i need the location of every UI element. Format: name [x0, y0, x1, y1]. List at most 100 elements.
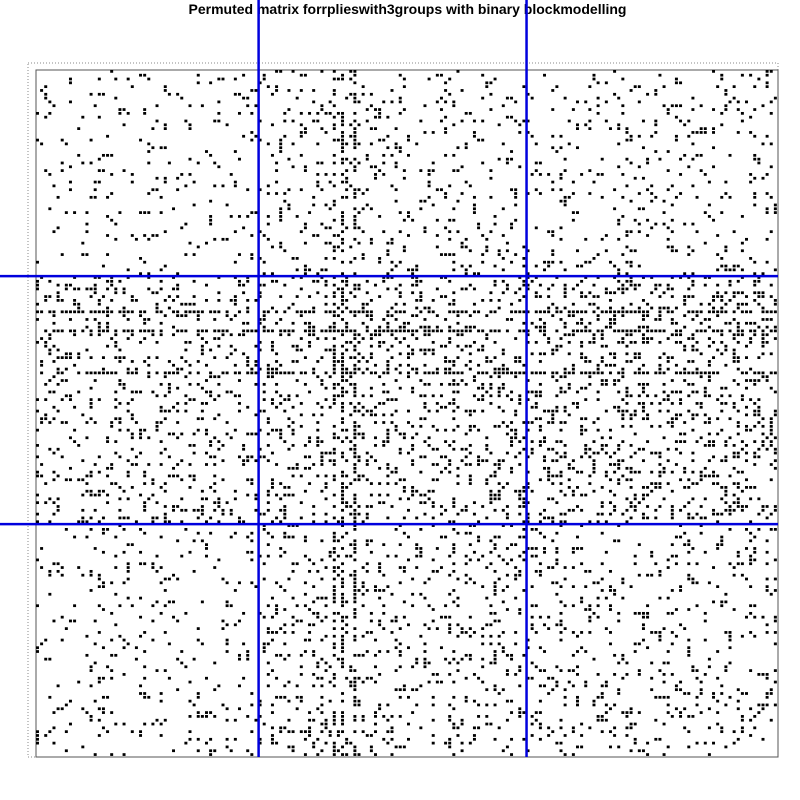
matrix-cell	[518, 497, 522, 501]
matrix-cell	[448, 77, 452, 81]
matrix-cell	[435, 463, 439, 466]
matrix-cell	[683, 486, 687, 489]
matrix-cell	[431, 569, 435, 573]
matrix-cell	[415, 547, 419, 550]
matrix-cell	[279, 432, 283, 436]
matrix-cell	[237, 402, 241, 405]
matrix-cell	[386, 554, 390, 558]
matrix-cell	[233, 295, 237, 298]
matrix-cell	[522, 550, 526, 554]
matrix-cell	[390, 421, 394, 424]
matrix-cell	[229, 173, 233, 176]
matrix-cell	[390, 276, 394, 279]
matrix-cell	[163, 589, 167, 592]
matrix-cell	[56, 447, 60, 451]
matrix-cell	[283, 550, 287, 554]
matrix-cell	[563, 295, 567, 298]
matrix-cell	[89, 398, 93, 401]
matrix-cell	[122, 169, 126, 172]
matrix-cell	[382, 329, 386, 333]
matrix-cell	[745, 486, 748, 489]
matrix-cell	[324, 512, 328, 516]
matrix-cell	[36, 470, 39, 474]
matrix-cell	[48, 695, 52, 699]
matrix-cell	[411, 386, 415, 390]
matrix-cell	[625, 360, 629, 363]
matrix-cell	[444, 192, 448, 195]
matrix-cell	[184, 360, 188, 363]
matrix-cell	[588, 108, 592, 111]
matrix-cell	[670, 318, 674, 321]
matrix-cell	[654, 89, 658, 92]
matrix-cell	[650, 573, 654, 577]
matrix-cell	[126, 409, 130, 413]
matrix-cell	[472, 207, 476, 211]
matrix-cell	[563, 493, 567, 497]
matrix-cell	[736, 131, 740, 134]
matrix-cell	[68, 466, 72, 470]
matrix-cell	[551, 447, 555, 451]
matrix-cell	[435, 447, 439, 451]
matrix-cell	[394, 379, 398, 382]
matrix-cell	[209, 222, 213, 226]
matrix-cell	[332, 585, 336, 588]
matrix-cell	[489, 329, 493, 333]
matrix-cell	[724, 321, 728, 325]
matrix-cell	[44, 299, 48, 302]
matrix-cell	[382, 627, 386, 630]
matrix-cell	[493, 592, 497, 596]
matrix-cell	[666, 287, 670, 291]
matrix-cell	[596, 398, 600, 401]
matrix-cell	[407, 329, 410, 333]
matrix-cell	[172, 333, 175, 337]
matrix-cell	[510, 157, 514, 161]
matrix-cell	[266, 237, 270, 241]
matrix-cell	[485, 596, 489, 600]
matrix-cell	[489, 489, 493, 493]
matrix-cell	[576, 100, 579, 104]
matrix-cell	[551, 497, 555, 501]
matrix-cell	[658, 638, 662, 642]
matrix-cell	[89, 417, 93, 421]
matrix-cell	[336, 657, 340, 661]
matrix-cell	[530, 715, 534, 718]
matrix-cell	[60, 615, 64, 619]
matrix-cell	[299, 287, 303, 291]
matrix-cell	[332, 436, 336, 440]
matrix-cell	[270, 340, 274, 344]
matrix-cell	[485, 436, 489, 440]
matrix-cell	[143, 474, 147, 478]
matrix-cell	[522, 589, 526, 592]
matrix-cell	[674, 249, 678, 253]
matrix-cell	[452, 268, 456, 272]
matrix-cell	[769, 688, 773, 692]
matrix-cell	[394, 165, 398, 169]
matrix-cell	[555, 85, 559, 89]
matrix-cell	[97, 631, 101, 634]
matrix-cell	[303, 321, 307, 325]
matrix-cell	[493, 547, 497, 550]
matrix-cell	[303, 539, 307, 543]
matrix-cell	[205, 150, 208, 153]
matrix-cell	[514, 577, 518, 581]
matrix-cell	[439, 96, 443, 100]
matrix-cell	[514, 566, 518, 569]
matrix-cell	[621, 657, 625, 661]
matrix-cell	[64, 142, 68, 146]
matrix-cell	[637, 711, 641, 714]
matrix-cell	[196, 428, 200, 432]
matrix-cell	[341, 291, 345, 295]
matrix-cell	[167, 360, 171, 363]
matrix-cell	[732, 85, 736, 89]
matrix-cell	[250, 131, 254, 134]
matrix-cell	[745, 371, 748, 375]
matrix-cell	[163, 371, 167, 375]
matrix-cell	[357, 402, 361, 405]
matrix-cell	[134, 390, 138, 394]
matrix-cell	[68, 81, 72, 85]
matrix-cell	[707, 444, 711, 447]
matrix-cell	[732, 566, 736, 569]
matrix-cell	[695, 581, 699, 585]
matrix-cell	[299, 337, 303, 340]
matrix-cell	[753, 379, 757, 382]
